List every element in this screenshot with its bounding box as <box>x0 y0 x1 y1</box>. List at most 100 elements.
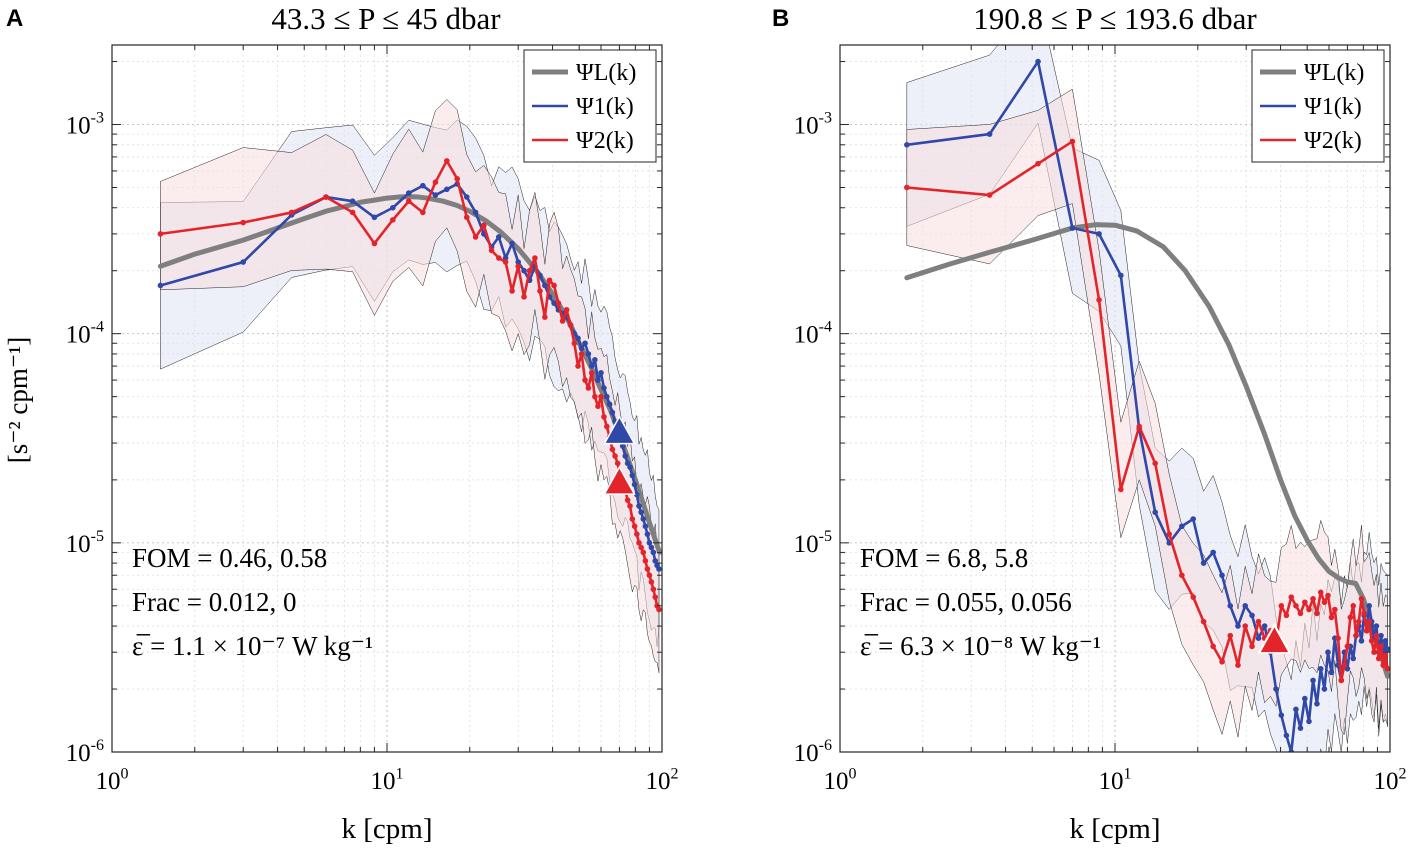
psi1-point <box>575 335 581 342</box>
psi2-point <box>1242 623 1249 629</box>
psi2-point <box>1035 160 1041 167</box>
psi1-point <box>592 357 598 363</box>
psi2-point <box>642 558 649 564</box>
psi2-point <box>463 214 470 221</box>
psi1-point <box>1219 572 1225 579</box>
psi2-point <box>349 209 356 216</box>
psi1-point <box>627 464 633 470</box>
psi1-point <box>1321 686 1328 692</box>
psi1-point <box>1328 669 1335 676</box>
psi2-point <box>390 217 396 223</box>
psi1-point <box>638 509 644 516</box>
psi1-point <box>1255 635 1262 642</box>
psi2-point <box>609 446 616 453</box>
annotation-text: Frac = 0.055, 0.056 <box>860 587 1072 617</box>
annotation-text: ε̅ = 6.3 × 10⁻⁸ W kg⁻¹ <box>860 631 1101 661</box>
panel-letter: A <box>6 5 23 32</box>
psi2-point <box>1235 662 1241 669</box>
x-axis-label: k [cpm] <box>342 813 433 845</box>
x-tick-label: 100 <box>96 766 129 796</box>
y-axis-label: [s⁻² cpm⁻¹] <box>3 337 33 463</box>
psi2-point <box>986 192 993 198</box>
psi2-point <box>575 363 581 369</box>
psi2-point <box>640 549 647 556</box>
psi1-point <box>420 182 426 189</box>
psi2-confidence-band <box>906 88 1388 738</box>
annotation-text: FOM = 6.8, 5.8 <box>860 543 1028 573</box>
psi2-point <box>571 340 578 347</box>
ticks <box>111 45 663 753</box>
psi2-point <box>1384 665 1390 672</box>
psi2-point <box>1293 603 1299 609</box>
psi1-point <box>1190 516 1197 522</box>
psi1-point <box>646 540 653 546</box>
x-tick-label: 102 <box>1374 766 1407 796</box>
psi1-point <box>650 549 657 556</box>
psi2-point <box>636 540 642 546</box>
psi2-point <box>1353 632 1359 639</box>
plot-area <box>904 45 1390 752</box>
psi2-triangle-marker <box>603 465 636 495</box>
annotation-text: FOM = 0.46, 0.58 <box>132 543 327 573</box>
psi2-point <box>1136 423 1143 430</box>
psi2-point <box>563 307 570 313</box>
x-tick-label: 101 <box>1099 766 1132 796</box>
psi2-point <box>656 606 662 613</box>
psi2-point <box>288 209 295 216</box>
psi2-point <box>1314 610 1320 617</box>
psi2-point <box>601 414 607 420</box>
psi2-point <box>537 288 543 294</box>
psi2-point <box>638 544 644 551</box>
psi1-point <box>1306 718 1312 725</box>
psi2-point <box>521 294 527 300</box>
psi1-point <box>1152 509 1158 516</box>
psi2-point <box>323 194 329 200</box>
psi1-point <box>631 481 638 488</box>
legend-label: Ψ2(k) <box>1304 128 1362 154</box>
psi2-point <box>1283 612 1290 619</box>
psi1-point <box>157 282 164 289</box>
psi2-point <box>652 594 659 600</box>
psi2-point <box>1382 652 1389 659</box>
psi2-point <box>1361 610 1367 617</box>
x-tick-label: 101 <box>371 766 404 796</box>
psi1-point <box>1288 749 1295 752</box>
psi1-point <box>636 503 642 509</box>
psi2-point <box>551 282 557 289</box>
psi2-point <box>604 423 610 430</box>
psi1-point <box>515 259 522 265</box>
psi1-point <box>606 401 613 408</box>
psi1-point <box>1293 706 1299 713</box>
psi1-point <box>390 204 396 211</box>
legend-label: ΨL(k) <box>576 60 636 86</box>
psi2-point <box>432 179 439 185</box>
psi1-point <box>609 409 616 416</box>
psi1-point <box>1378 632 1384 639</box>
psi2-point <box>1332 606 1338 613</box>
psi2-point <box>1380 662 1387 669</box>
annotation-text: Frac = 0.012, 0 <box>132 587 296 617</box>
psi2-point <box>1179 572 1185 579</box>
psi1-point <box>551 300 557 306</box>
psi2-point <box>157 231 164 237</box>
legend-label: Ψ2(k) <box>576 128 634 154</box>
psi2-point <box>1118 486 1124 493</box>
psi2-point <box>405 198 412 204</box>
y-tick-label: 10-5 <box>66 528 104 558</box>
psi1-point <box>521 267 527 274</box>
psi2-point <box>1096 297 1102 303</box>
psi2-point <box>1328 614 1335 621</box>
psi1-point <box>1373 623 1380 629</box>
psi2-point <box>509 288 515 294</box>
psi2-point <box>1190 594 1197 600</box>
psi2-point <box>1288 594 1295 600</box>
psi1-point <box>1179 523 1185 530</box>
psi1-point <box>604 393 610 400</box>
psi2-point <box>612 453 618 459</box>
psi2-point <box>904 184 910 191</box>
psi2-point <box>542 314 548 320</box>
psi1-point <box>1118 272 1124 279</box>
psi2-point <box>1317 589 1324 596</box>
psi2-point <box>1210 643 1216 650</box>
psi2-point <box>420 209 426 216</box>
